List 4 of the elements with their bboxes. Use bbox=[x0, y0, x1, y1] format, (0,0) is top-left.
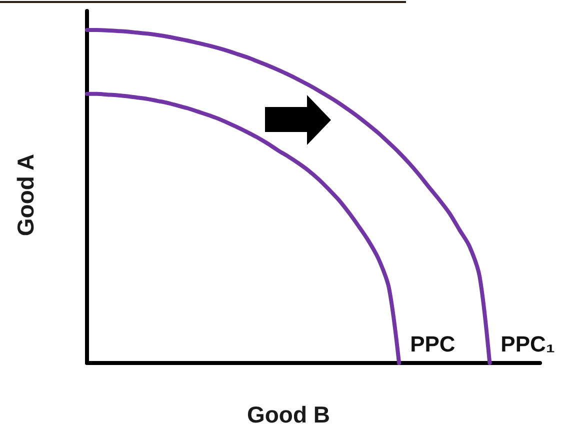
y-axis-title: Good A bbox=[12, 154, 38, 236]
series-label: PPC bbox=[410, 332, 456, 356]
x-axis-title: Good B bbox=[246, 402, 330, 428]
series-label: PPC₁ bbox=[500, 332, 556, 356]
